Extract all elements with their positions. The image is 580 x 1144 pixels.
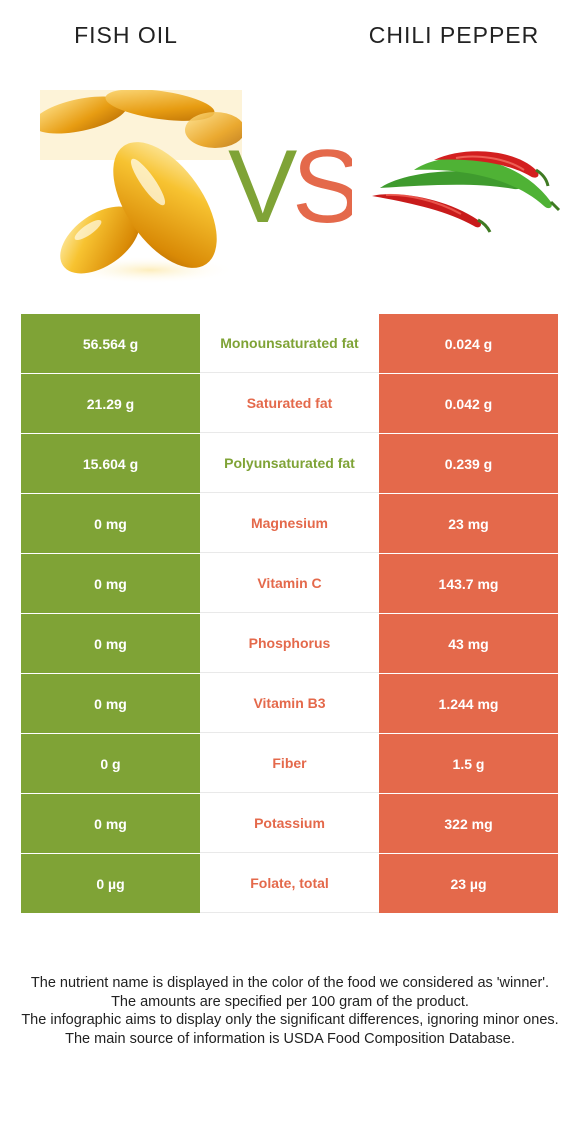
right-value-cell: 43 mg [379, 614, 558, 673]
table-row: 21.29 g Saturated fat 0.042 g [21, 374, 558, 434]
right-value-cell: 1.5 g [379, 734, 558, 793]
right-value-cell: 0.042 g [379, 374, 558, 433]
nutrient-name-cell: Monounsaturated fat [200, 314, 379, 373]
table-row: 0 mg Phosphorus 43 mg [21, 614, 558, 674]
nutrient-name-cell: Vitamin C [200, 554, 379, 613]
right-food-title: CHILI PEPPER [368, 22, 540, 48]
svg-text:V: V [228, 138, 297, 232]
nutrient-name-cell: Folate, total [200, 854, 379, 913]
right-value-cell: 1.244 mg [379, 674, 558, 733]
right-value-cell: 0.024 g [379, 314, 558, 373]
nutrient-name-cell: Magnesium [200, 494, 379, 553]
table-row: 0 g Fiber 1.5 g [21, 734, 558, 794]
comparison-table: 56.564 g Monounsaturated fat 0.024 g 21.29 … [21, 314, 558, 914]
left-value-cell: 0 mg [21, 554, 200, 613]
chili-pepper-image [372, 151, 561, 233]
nutrient-name-cell: Phosphorus [200, 614, 379, 673]
footer-line-1: The nutrient name is displayed in the co… [30, 975, 550, 991]
left-value-cell: 21.29 g [21, 374, 200, 433]
left-value-cell: 0 µg [21, 854, 200, 913]
left-value-cell: 0 mg [21, 614, 200, 673]
footer-line-3: The infographic aims to display only the… [21, 1012, 559, 1028]
svg-text:S: S [292, 138, 352, 232]
left-value-cell: 0 g [21, 734, 200, 793]
left-food-title: FISH OIL [74, 22, 178, 48]
table-row: 0 mg Magnesium 23 mg [21, 494, 558, 554]
table-row: 0 mg Potassium 322 mg [21, 794, 558, 854]
right-value-cell: 322 mg [379, 794, 558, 853]
right-value-cell: 0.239 g [379, 434, 558, 493]
footer-notes: The nutrient name is displayed in the co… [14, 974, 566, 1048]
footer-line-2: The amounts are specified per 100 gram o… [111, 993, 469, 1010]
nutrient-name-cell: Potassium [200, 794, 379, 853]
left-value-cell: 15.604 g [21, 434, 200, 493]
right-value-cell: 23 mg [379, 494, 558, 553]
footer-line-4: The main source of information is USDA F… [65, 1030, 515, 1047]
left-value-cell: 0 mg [21, 494, 200, 553]
left-value-cell: 0 mg [21, 794, 200, 853]
table-row: 0 µg Folate, total 23 µg [21, 854, 558, 914]
table-row: 0 mg Vitamin C 143.7 mg [21, 554, 558, 614]
nutrient-name-cell: Polyunsaturated fat [200, 434, 379, 493]
right-value-cell: 143.7 mg [379, 554, 558, 613]
vs-label: VS V S [228, 138, 352, 232]
left-value-cell: 0 mg [21, 674, 200, 733]
table-row: 15.604 g Polyunsaturated fat 0.239 g [21, 434, 558, 494]
table-row: 0 mg Vitamin B3 1.244 mg [21, 674, 558, 734]
right-value-cell: 23 µg [379, 854, 558, 913]
left-value-cell: 56.564 g [21, 314, 200, 373]
fish-oil-image [40, 90, 242, 284]
nutrient-name-cell: Vitamin B3 [200, 674, 379, 733]
nutrient-name-cell: Fiber [200, 734, 379, 793]
nutrient-name-cell: Saturated fat [200, 374, 379, 433]
table-row: 56.564 g Monounsaturated fat 0.024 g [21, 314, 558, 374]
